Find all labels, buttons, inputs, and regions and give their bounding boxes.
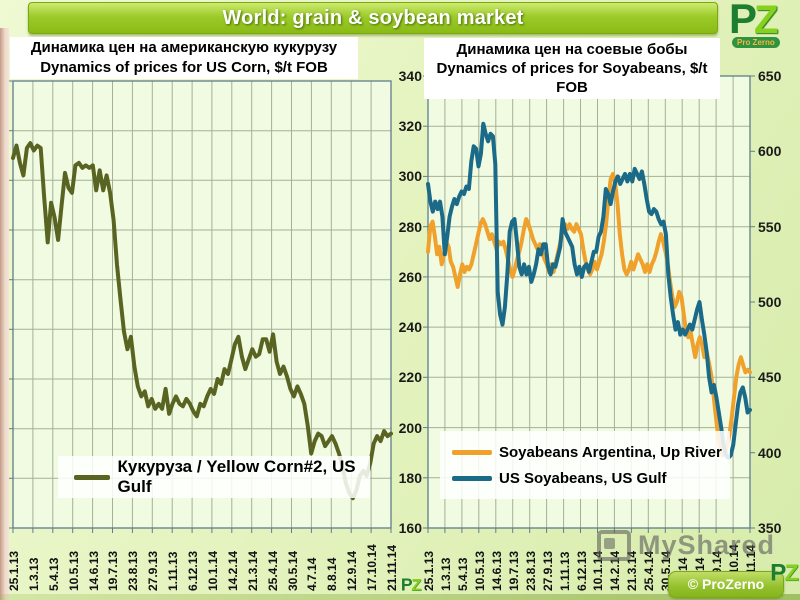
corn-chart-plot (8, 80, 393, 533)
logo-letter-p: P (729, 0, 758, 42)
prozerno-logo: P Z Pro Zerno (727, 0, 797, 49)
y-tick-label: 160 (398, 520, 422, 536)
y-tick-label: 200 (398, 419, 422, 436)
y-tick-label-right: 350 (758, 520, 782, 536)
x-tick-label: 10.1.14 (205, 550, 220, 591)
x-tick-label: 25.1.13 (7, 550, 21, 591)
series-line (426, 121, 752, 460)
soy-legend: Soyabeans Argentina, Up River US Soyabea… (440, 431, 730, 499)
watermark-text: MyShared (638, 530, 776, 560)
x-tick-label: 14.6.13 (489, 550, 504, 591)
us-soy-line-sample (452, 475, 492, 481)
x-tick-label: 5.4.13 (46, 557, 61, 591)
slide-header: World: grain & soybean market (28, 2, 718, 34)
corn-chart-title: Динамика цен на американскую кукурузу Dy… (10, 37, 358, 79)
y-tick-label: 180 (398, 469, 422, 486)
plot-frame (12, 80, 392, 529)
x-tick-label: 27.9.13 (540, 550, 555, 591)
prozerno-logo-corner: P Z (769, 558, 800, 590)
x-tick-label: 17.10.14 (365, 544, 380, 591)
x-tick-label: 23.8.13 (523, 550, 538, 591)
x-tick-label: 1.3.13 (438, 557, 453, 591)
x-tick-label: 30.5.14 (285, 550, 300, 591)
corn-legend-label: Кукуруза / Yellow Corn#2, US Gulf (117, 457, 356, 496)
x-tick-label: 21.11.14 (385, 544, 399, 591)
y-tick-label: 340 (398, 68, 422, 84)
soy-title-fob: FOB (556, 79, 588, 96)
corn-title-ru: Динамика цен на американскую кукурузу (30, 39, 338, 56)
slide-bottom-strip (0, 594, 800, 600)
soy-chart-title: Динамика цен на соевые бобы Dynamics of … (424, 38, 720, 99)
logo-letter-z: Z (784, 560, 799, 586)
soy-title-ru: Динамика цен на соевые бобы (456, 41, 688, 58)
x-tick-label: 10.5.13 (472, 550, 487, 591)
x-tick-label: 6.12.13 (574, 550, 589, 591)
x-tick-label: 1.11.13 (557, 551, 572, 591)
x-tick-label: 12.9.14 (345, 550, 360, 591)
y-tick-label-right: 400 (758, 444, 782, 461)
prozerno-logo-small: P Z (400, 574, 429, 597)
x-tick-label: 23.8.13 (126, 550, 141, 591)
x-tick-label: 14.2.14 (225, 550, 240, 591)
y-tick-label: 280 (398, 218, 422, 235)
myshared-watermark: MyShared (597, 530, 775, 561)
x-tick-label: 8.8.14 (325, 557, 340, 591)
corn-title-en: Dynamics of prices for US Corn, $/t FOB (40, 59, 328, 76)
copyright-badge: © ProZerno (668, 571, 784, 598)
x-tick-label: 14.6.13 (86, 550, 101, 591)
logo-subtitle: Pro Zerno (732, 37, 780, 48)
x-tick-label: 10.5.13 (66, 550, 81, 591)
slide-title: World: grain & soybean market (222, 6, 524, 29)
legend-item-corn: Кукуруза / Yellow Corn#2, US Gulf (74, 457, 370, 497)
x-tick-label: 1.11.13 (166, 551, 181, 591)
logo-letter-p: P (770, 558, 787, 586)
soy-title-en: Dynamics of prices for Soyabeans, $/t (436, 60, 708, 77)
argentina-legend-label: Soyabeans Argentina, Up River (499, 443, 722, 461)
y-tick-label: 320 (398, 118, 422, 135)
y-tick-label-right: 650 (758, 68, 782, 84)
y-tick-label-right: 500 (758, 294, 782, 310)
us-soy-legend-label: US Soyabeans, US Gulf (499, 469, 667, 487)
y-tick-label: 240 (398, 319, 422, 336)
x-tick-label: 5.4.13 (455, 557, 470, 591)
monitor-icon (597, 530, 631, 561)
y-tick-label-right: 450 (758, 369, 782, 386)
legend-item-argentina: Soyabeans Argentina, Up River (452, 444, 730, 461)
logo-letter-p: P (400, 574, 413, 595)
logo-letter-z: Z (411, 575, 422, 595)
corn-line-sample (74, 474, 111, 480)
slide-edge-strip (0, 28, 9, 600)
x-tick-label: 27.9.13 (146, 550, 161, 591)
logo-letter-z: Z (754, 0, 779, 42)
x-tick-label: 1.3.13 (26, 557, 41, 591)
x-tick-label: 4.7.14 (305, 557, 320, 591)
corn-legend: Кукуруза / Yellow Corn#2, US Gulf (58, 456, 370, 498)
series-line (11, 141, 393, 501)
x-tick-label: 21.3.14 (245, 550, 260, 591)
x-tick-label: 25.4.14 (265, 550, 280, 591)
x-tick-label: 6.12.13 (186, 550, 201, 591)
y-tick-label: 220 (398, 369, 422, 386)
x-tick-label: 19.7.13 (506, 550, 521, 591)
y-tick-label: 300 (398, 168, 422, 185)
plot-background (13, 81, 391, 528)
y-tick-label-right: 600 (758, 143, 782, 160)
y-tick-label-right: 550 (758, 218, 782, 235)
y-tick-label: 260 (398, 268, 422, 285)
legend-item-us-soy: US Soyabeans, US Gulf (452, 470, 730, 487)
x-tick-label: 19.7.13 (106, 550, 121, 591)
argentina-line-sample (452, 449, 492, 455)
